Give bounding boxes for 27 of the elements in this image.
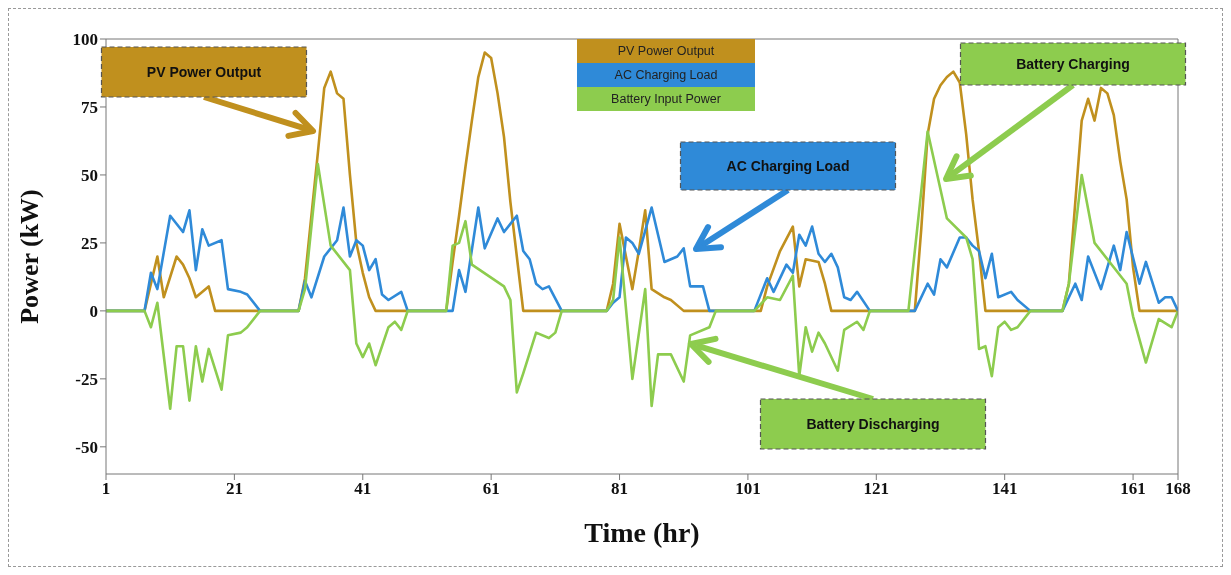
x-tick-label: 21 — [225, 479, 243, 499]
annotation: PV Power Output — [146, 64, 262, 80]
y-tick-label: -25 — [75, 369, 98, 389]
y-axis-title: Power (kW) — [15, 189, 45, 324]
x-tick-label: 81 — [611, 479, 629, 499]
y-tick-label: 100 — [72, 30, 98, 50]
x-tick-label: 61 — [482, 479, 500, 499]
y-tick-label: -50 — [75, 437, 98, 457]
y-tick-label: 0 — [89, 301, 98, 321]
x-tick-label: 161 — [1120, 479, 1146, 499]
text: AC Charging Load — [577, 63, 755, 87]
x-tick-label: 41 — [354, 479, 372, 499]
y-tick-label: 25 — [81, 233, 98, 253]
x-tick-label: 141 — [991, 479, 1018, 499]
x-tick-label: 101 — [735, 479, 761, 499]
annotation: Battery Discharging — [806, 416, 940, 432]
line-series — [106, 130, 1178, 411]
y-tick-label: 50 — [81, 165, 98, 185]
text: PV Power Output — [577, 39, 755, 63]
x-axis-title: Time (hr) — [584, 517, 700, 548]
x-tick-label: 1 — [101, 479, 111, 499]
text: Battery Input Power — [577, 87, 755, 111]
annotation: AC Charging Load — [726, 158, 850, 174]
x-tick-label: 168 — [1165, 479, 1191, 499]
x-tick-label: 121 — [863, 479, 890, 499]
annotation: Battery Charging — [1016, 56, 1130, 72]
y-tick-label: 75 — [81, 98, 98, 117]
